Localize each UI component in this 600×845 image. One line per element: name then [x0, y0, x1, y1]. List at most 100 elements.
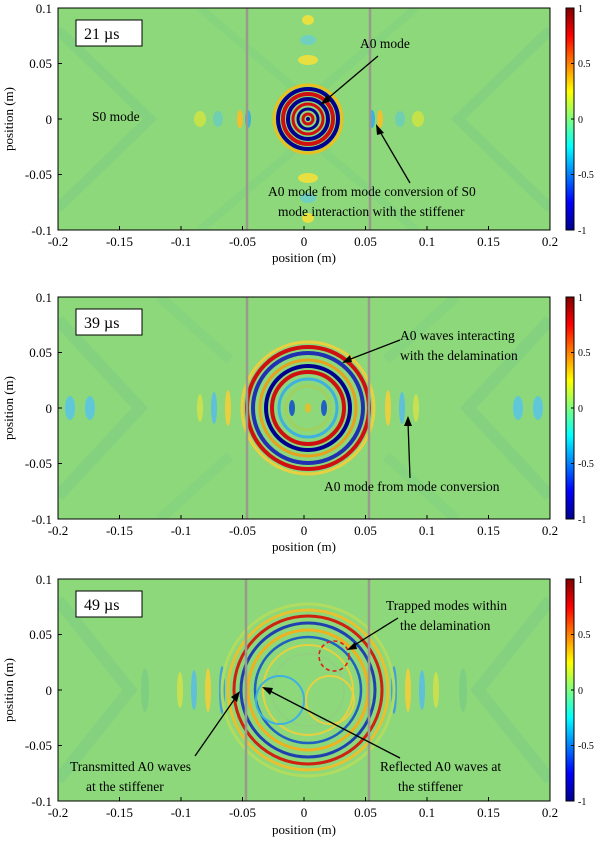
- svg-text:-0.05: -0.05: [25, 456, 52, 471]
- svg-text:0.05: 0.05: [29, 56, 52, 71]
- svg-text:0.2: 0.2: [542, 234, 558, 249]
- svg-text:0.1: 0.1: [419, 234, 435, 249]
- svg-text:-0.2: -0.2: [48, 523, 69, 538]
- svg-text:Trapped modes within: Trapped modes within: [386, 598, 507, 613]
- svg-text:-0.05: -0.05: [229, 805, 256, 820]
- svg-text:0.1: 0.1: [419, 805, 435, 820]
- wavefield: [58, 8, 550, 230]
- svg-text:49 µs: 49 µs: [84, 597, 119, 614]
- svg-text:0.15: 0.15: [477, 234, 500, 249]
- svg-text:A0 mode from mode conversion: A0 mode from mode conversion: [324, 479, 500, 494]
- x-axis: -0.2 -0.15 -0.1 -0.05 0 0.05 0.1 0.15 0.…: [48, 515, 558, 554]
- svg-text:-0.2: -0.2: [48, 805, 69, 820]
- svg-text:0.05: 0.05: [354, 805, 377, 820]
- svg-text:mode interaction with the stif: mode interaction with the stiffener: [278, 204, 465, 219]
- svg-text:A0 mode: A0 mode: [360, 36, 410, 51]
- svg-text:-0.2: -0.2: [48, 234, 69, 249]
- svg-text:0.1: 0.1: [36, 572, 52, 587]
- svg-text:Reflected A0 waves at: Reflected A0 waves at: [380, 759, 501, 774]
- svg-text:-0.1: -0.1: [31, 223, 52, 238]
- svg-text:0: 0: [301, 805, 308, 820]
- svg-text:1: 1: [578, 4, 583, 15]
- wavefield: [58, 579, 550, 801]
- svg-text:A0 waves interacting: A0 waves interacting: [400, 328, 515, 343]
- time-label: 49 µs: [75, 590, 143, 618]
- panel-21us: 21 µs A0 mode S0 mode A0 mode from mode …: [1, 1, 594, 265]
- wavefield: [58, 297, 550, 519]
- svg-text:-0.1: -0.1: [171, 523, 192, 538]
- svg-text:-1: -1: [578, 226, 586, 237]
- time-label: 21 µs: [75, 19, 143, 47]
- annotation-a0-mode: A0 mode: [320, 36, 410, 105]
- svg-text:-0.5: -0.5: [578, 170, 594, 181]
- panel-39us: 39 µs A0 waves interacting with the dela…: [1, 290, 594, 554]
- svg-text:0.5: 0.5: [578, 348, 591, 359]
- annotation-a0-delamination: A0 waves interacting with the delaminati…: [342, 328, 518, 363]
- annotation-trapped-modes: Trapped modes within the delamination: [347, 598, 507, 650]
- svg-text:-0.5: -0.5: [578, 459, 594, 470]
- svg-text:-0.1: -0.1: [31, 512, 52, 527]
- svg-text:0.15: 0.15: [477, 805, 500, 820]
- svg-text:A0 mode from mode conversion o: A0 mode from mode conversion of S0: [268, 184, 476, 199]
- svg-text:0: 0: [301, 234, 308, 249]
- colorbar: 1 0.5 0 -0.5 -1: [565, 293, 594, 526]
- y-axis: 0.1 0.05 0 -0.05 -0.1 position (m): [1, 1, 62, 238]
- svg-text:0: 0: [46, 112, 53, 127]
- svg-text:1: 1: [578, 575, 583, 586]
- svg-text:0.2: 0.2: [542, 805, 558, 820]
- y-axis: 0.1 0.05 0 -0.05 -0.1 position (m): [1, 572, 62, 809]
- svg-text:-1: -1: [578, 797, 586, 808]
- svg-text:-0.1: -0.1: [171, 805, 192, 820]
- x-axis: -0.2 -0.15 -0.1 -0.05 0 0.05 0.1 0.15 0.…: [48, 797, 558, 837]
- svg-text:-0.15: -0.15: [106, 234, 133, 249]
- svg-text:0: 0: [301, 523, 308, 538]
- annotation-a0-mode-conversion: A0 mode from mode conversion: [324, 416, 500, 494]
- a0-rings: [272, 83, 344, 155]
- time-label: 39 µs: [75, 308, 143, 336]
- annotation-s0-mode: S0 mode: [92, 109, 140, 124]
- svg-text:0.1: 0.1: [36, 290, 52, 305]
- svg-text:21 µs: 21 µs: [84, 26, 119, 43]
- svg-text:0: 0: [578, 404, 583, 415]
- colorbar: 1 0.5 0 -0.5 -1: [565, 575, 594, 808]
- svg-text:0.5: 0.5: [578, 630, 591, 641]
- delamination-outline: [318, 640, 350, 672]
- svg-text:0.15: 0.15: [477, 523, 500, 538]
- svg-text:position (m): position (m): [1, 376, 16, 440]
- svg-text:-0.15: -0.15: [106, 805, 133, 820]
- y-axis: 0.1 0.05 0 -0.05 -0.1 position (m): [1, 290, 62, 527]
- annotation-reflected: Reflected A0 waves at the stiffener: [262, 687, 501, 794]
- svg-text:-0.1: -0.1: [31, 794, 52, 809]
- svg-text:position (m): position (m): [272, 822, 336, 837]
- svg-text:39 µs: 39 µs: [84, 315, 119, 332]
- svg-text:0: 0: [578, 686, 583, 697]
- svg-text:Transmitted A0 waves: Transmitted A0 waves: [70, 759, 191, 774]
- svg-text:with the delamination: with the delamination: [400, 348, 518, 363]
- svg-text:-0.05: -0.05: [25, 738, 52, 753]
- svg-text:0.2: 0.2: [542, 523, 558, 538]
- svg-text:0: 0: [578, 115, 583, 126]
- svg-text:position (m): position (m): [272, 539, 336, 554]
- svg-text:-0.15: -0.15: [106, 523, 133, 538]
- colorbar: 1 0.5 0 -0.5 -1: [565, 4, 594, 237]
- svg-text:0.1: 0.1: [419, 523, 435, 538]
- svg-text:the stiffener: the stiffener: [398, 779, 463, 794]
- svg-text:0.05: 0.05: [29, 627, 52, 642]
- svg-text:position (m): position (m): [272, 250, 336, 265]
- svg-text:1: 1: [578, 293, 583, 304]
- svg-text:0: 0: [46, 401, 53, 416]
- svg-text:-0.05: -0.05: [229, 523, 256, 538]
- svg-text:0.5: 0.5: [578, 59, 591, 70]
- svg-text:position (m): position (m): [1, 87, 16, 151]
- svg-text:0.05: 0.05: [354, 523, 377, 538]
- annotation-transmitted: Transmitted A0 waves at the stiffener: [70, 691, 240, 794]
- svg-text:S0 mode: S0 mode: [92, 109, 140, 124]
- svg-text:position (m): position (m): [1, 658, 16, 722]
- a0-rings: [220, 602, 396, 778]
- x-axis: -0.2 -0.15 -0.1 -0.05 0 0.05 0.1 0.15 0.…: [48, 226, 558, 265]
- svg-text:-0.05: -0.05: [229, 234, 256, 249]
- svg-text:at the stiffener: at the stiffener: [86, 779, 164, 794]
- svg-text:-1: -1: [578, 515, 586, 526]
- svg-text:0.05: 0.05: [29, 345, 52, 360]
